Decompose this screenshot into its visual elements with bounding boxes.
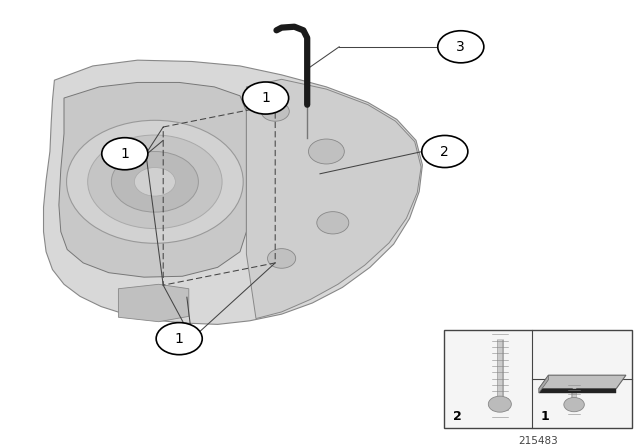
Text: 1: 1 [541,410,550,423]
Polygon shape [246,79,421,319]
Circle shape [422,135,468,168]
Circle shape [438,31,484,63]
Circle shape [317,211,349,234]
Text: 1: 1 [120,147,129,161]
Text: 1: 1 [261,91,270,105]
Polygon shape [539,375,626,388]
Polygon shape [539,375,548,393]
Polygon shape [539,388,616,393]
Circle shape [308,139,344,164]
Text: 1: 1 [175,332,184,346]
Circle shape [88,135,222,228]
Circle shape [261,102,289,121]
Polygon shape [59,82,246,277]
Circle shape [111,151,198,212]
Circle shape [488,396,511,412]
Polygon shape [118,284,189,322]
Circle shape [67,121,243,243]
Circle shape [134,168,175,196]
Circle shape [564,397,584,412]
Text: 3: 3 [456,40,465,54]
Circle shape [156,323,202,355]
Bar [444,330,632,428]
Text: 2: 2 [453,410,462,423]
Circle shape [268,249,296,268]
Circle shape [102,138,148,170]
Circle shape [243,82,289,114]
Polygon shape [44,60,422,324]
Text: 2: 2 [440,145,449,159]
Text: 215483: 215483 [518,436,558,446]
